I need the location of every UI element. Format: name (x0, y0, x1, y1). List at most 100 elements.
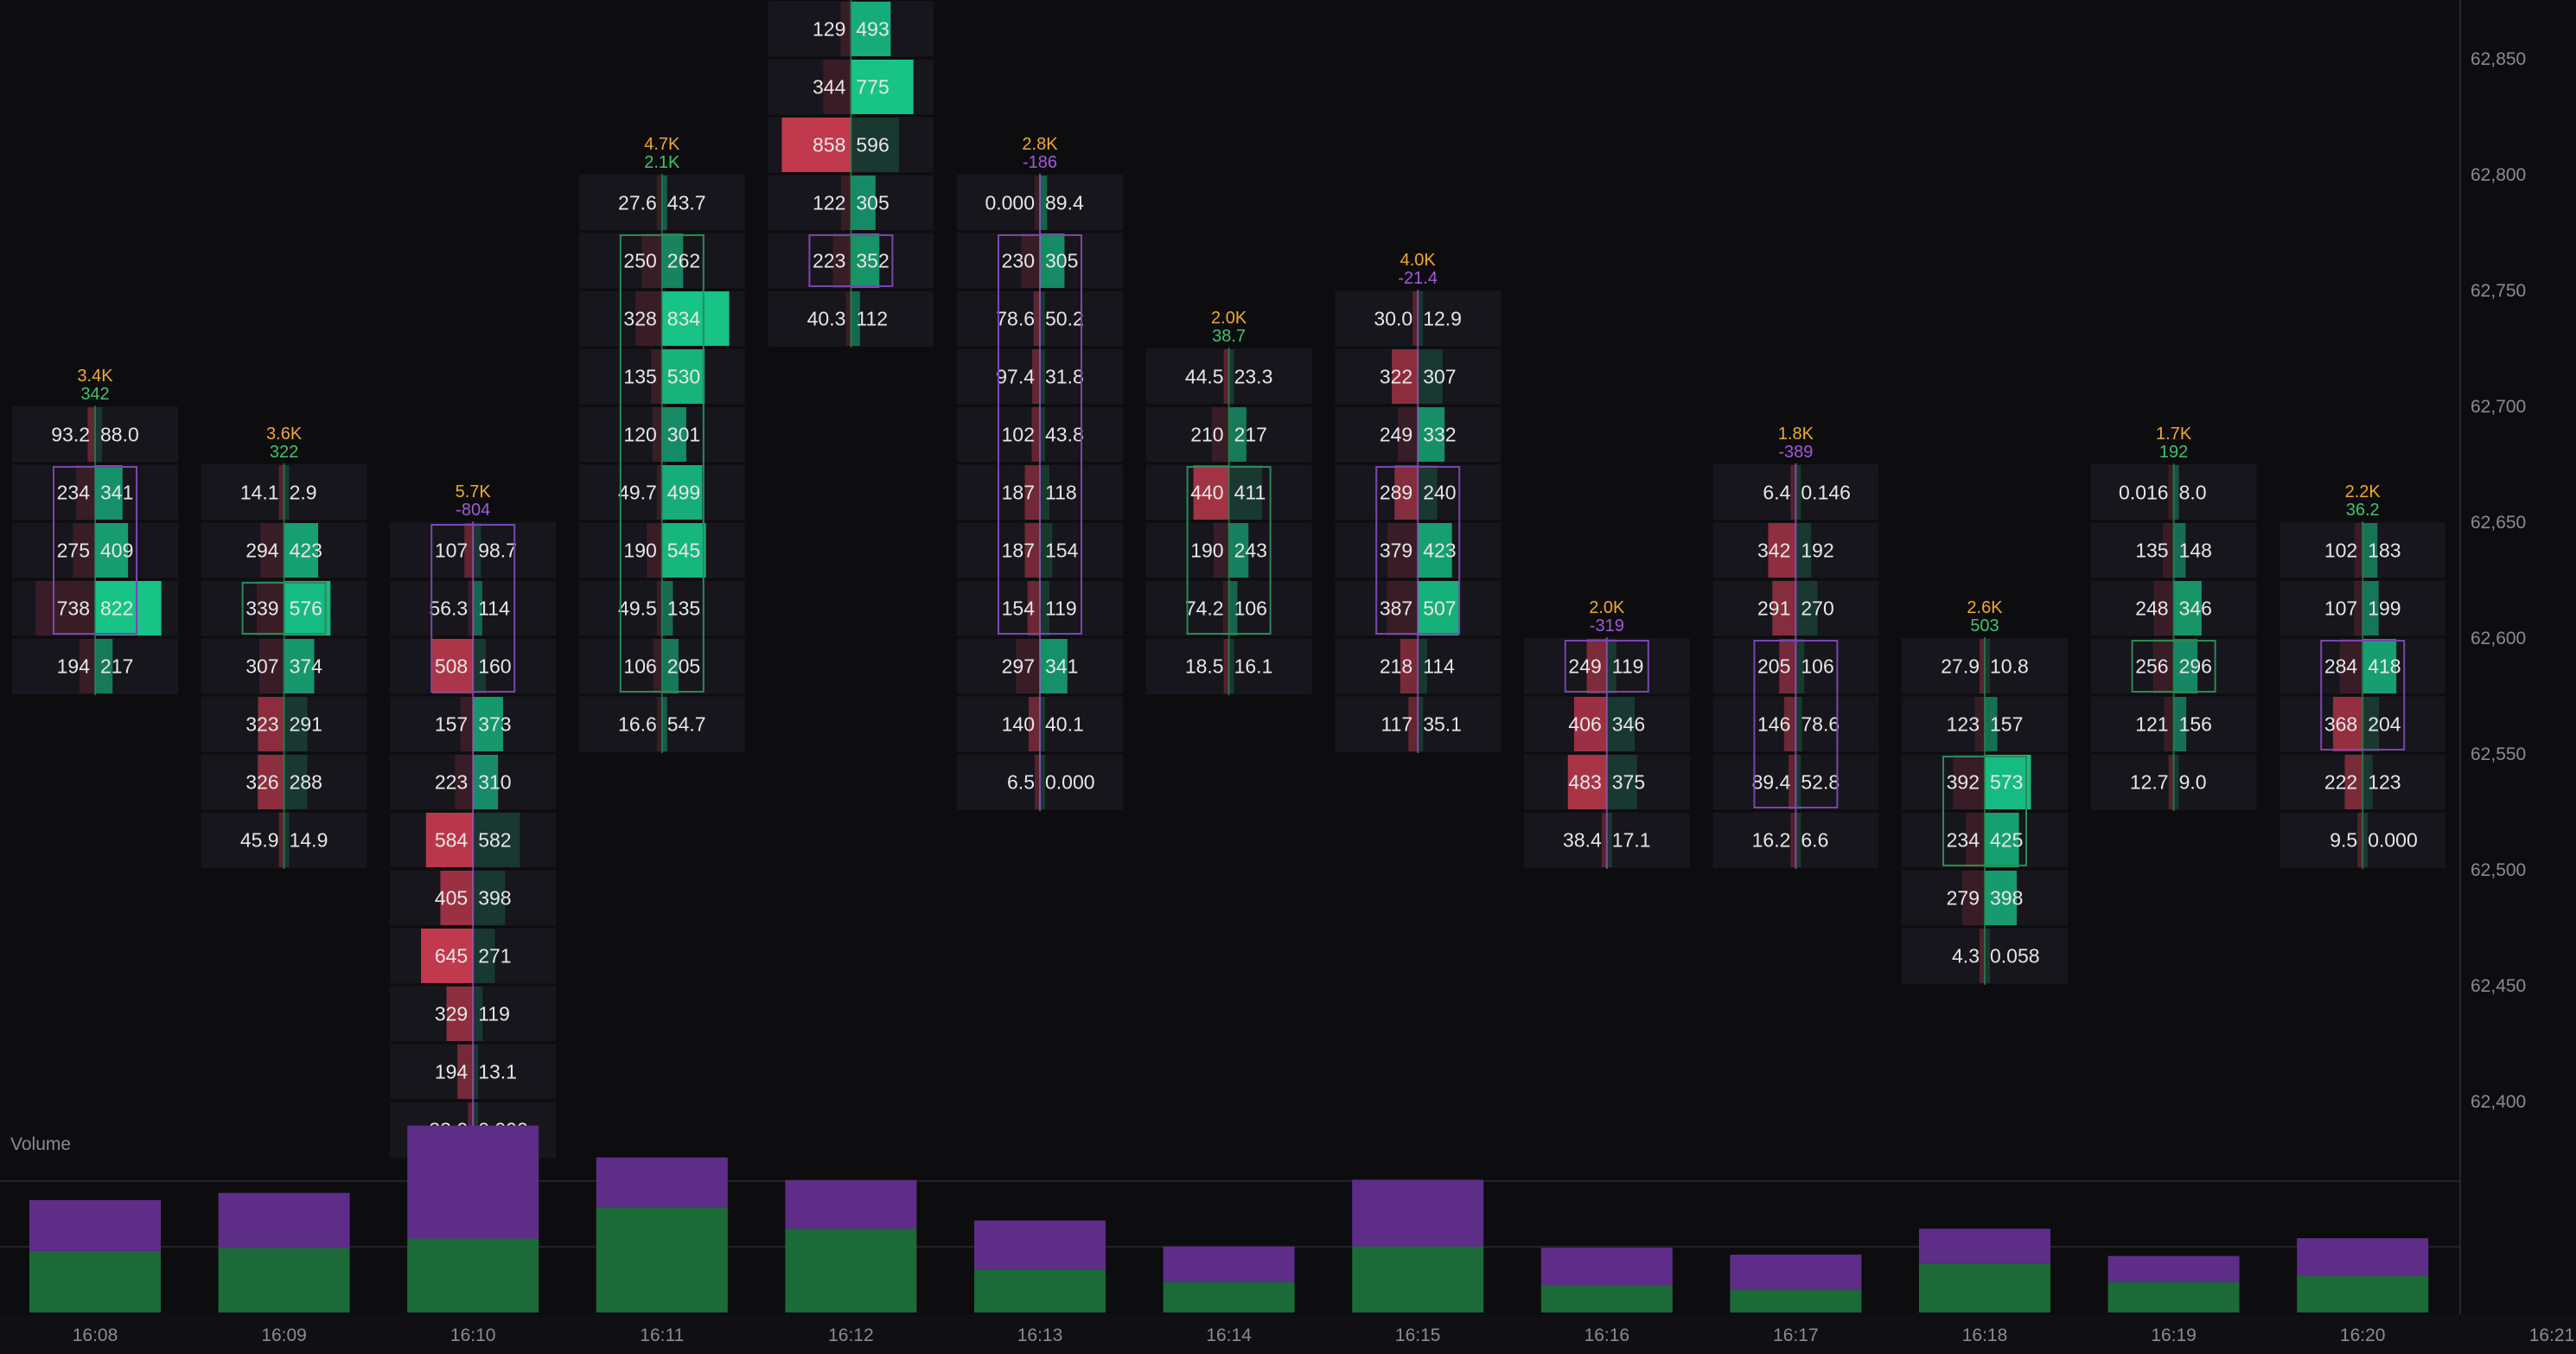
buy-volume-value: 88.0 (100, 424, 139, 446)
volume-bar-sell (974, 1220, 1106, 1270)
volume-pane: Volume4.0K2.0K (0, 1125, 2508, 1312)
sell-volume-value: 406 (1568, 713, 1601, 736)
buy-volume-value: 775 (856, 76, 889, 99)
sell-volume-value: 129 (813, 18, 845, 41)
buy-volume-value: 346 (2179, 597, 2212, 620)
sell-volume-value: 0.000 (985, 192, 1035, 214)
time-tick-label: 16:08 (73, 1325, 118, 1345)
footprint-bar-1620[interactable]: 102 183 107 199 284 418 368 204 222 123 9.5 0.000 2.… (2280, 482, 2446, 869)
buy-volume-value: 596 (856, 134, 889, 156)
buy-volume-bar (851, 291, 860, 346)
time-tick-label: 16:17 (1773, 1325, 1819, 1345)
buy-volume-value: 43.7 (667, 192, 706, 214)
time-axis[interactable]: 16:08 16:09 16:10 16:11 16:12 16:13 16:14 16:15… (0, 1314, 2576, 1354)
footprint-bar-1619[interactable]: 0.016 8.0 135 148 248 346 256 296 121 156 12.7 9.0 1… (2090, 425, 2257, 811)
buy-volume-bar (661, 349, 705, 404)
volume-bar-sell (2107, 1255, 2240, 1282)
volume-pane-title: Volume (10, 1134, 71, 1154)
sell-volume-value: 483 (1568, 771, 1601, 794)
buy-volume-bar (473, 581, 482, 635)
footprint-bar-1610[interactable]: 107 98.7 56.3 114 508 160 157 373 223 310 584 582 40… (390, 482, 557, 1159)
sell-volume-value: 344 (813, 76, 846, 99)
footprint-bar-1618[interactable]: 27.9 10.8 123 157 392 573 234 425 279 398 4.3 0.058… (1902, 598, 2068, 985)
price-tick-label: 62,650 (2471, 513, 2526, 533)
sell-volume-bar (1397, 407, 1419, 462)
buy-volume-bar (95, 639, 113, 693)
sell-volume-value: 49.7 (618, 482, 657, 504)
sell-volume-bar (460, 697, 474, 751)
footprint-bar-1609[interactable]: 14.1 2.9 294 423 339 576 307 374 323 291 326 288 45.… (201, 425, 367, 869)
sell-volume-bar (455, 755, 474, 809)
buy-volume-bar (473, 813, 520, 867)
sell-volume-bar (76, 465, 95, 520)
sell-volume-value: 135 (2135, 540, 2168, 562)
buy-volume-value: 106 (1234, 597, 1267, 620)
volume-bar-buy (2297, 1275, 2429, 1312)
buy-volume-bar (284, 639, 315, 693)
sell-volume-value: 16.2 (1752, 829, 1791, 852)
sell-volume-bar (2354, 523, 2363, 578)
price-tick-label: 62,400 (2471, 1092, 2526, 1112)
sell-volume-bar (1213, 523, 1229, 578)
price-axis[interactable]: 62,850 62,800 62,750 62,700 62,650 62,600 62,5… (2459, 0, 2576, 1354)
buy-volume-bar (1795, 465, 1801, 520)
volume-bar-buy (1919, 1263, 2050, 1312)
time-tick-label: 16:20 (2340, 1325, 2386, 1345)
buy-volume-bar (1418, 407, 1445, 462)
sell-volume-bar (1768, 523, 1796, 578)
sell-volume-bar (651, 349, 662, 404)
sell-volume-bar (1400, 639, 1419, 693)
buy-volume-bar (1985, 639, 1990, 693)
footprint-bar-1611[interactable]: 27.6 43.7 250 262 328 834 135 530 120 301 49.7 499 1… (578, 135, 745, 753)
footprint-bar-1613[interactable]: 0.000 89.4 230 305 78.6 50.2 97.4 31.8 102 43.8 18… (957, 135, 1123, 811)
sell-volume-bar (1035, 755, 1040, 809)
buy-volume-bar (1418, 523, 1452, 578)
footprint-bar-1616[interactable]: 249 119 406 346 483 375 38.4 17.1 2.0K-319 (1523, 598, 1690, 869)
footprint-bar-1612[interactable]: 129 493 344 775 858 596 122 305 223 352 40.3 112 (768, 0, 934, 348)
bar-delta: 503 (1970, 616, 1999, 635)
sell-volume-value: 508 (435, 655, 468, 678)
buy-volume-bar (1040, 407, 1045, 462)
value-area-box (2320, 640, 2406, 750)
sell-volume-bar (421, 929, 474, 983)
buy-volume-bar (661, 697, 667, 751)
time-tick-label: 16:15 (1395, 1325, 1441, 1345)
sell-volume-bar (258, 639, 284, 693)
sell-volume-value: 289 (1380, 482, 1412, 504)
buy-volume-value: 243 (1234, 540, 1267, 562)
buy-volume-value: 423 (1423, 540, 1456, 562)
volume-bar-sell (1730, 1255, 1862, 1290)
buy-volume-value: 0.146 (1801, 482, 1851, 504)
buy-volume-value: 582 (478, 829, 511, 852)
buy-volume-bar (1606, 813, 1612, 867)
sell-volume-value: 387 (1380, 597, 1412, 620)
value-area-box (808, 234, 894, 287)
buy-volume-value: 305 (856, 192, 889, 214)
sell-volume-value: 405 (435, 887, 468, 910)
buy-volume-bar (1040, 581, 1050, 635)
buy-volume-bar (1418, 291, 1424, 346)
value-area-box (1186, 466, 1272, 635)
value-area-box (1564, 640, 1649, 693)
buy-volume-bar (473, 755, 499, 809)
sell-volume-value: 123 (1947, 713, 1980, 736)
buy-volume-value: 9.0 (2179, 771, 2207, 794)
buy-volume-bar (1985, 871, 2018, 925)
buy-volume-value: 307 (1423, 366, 1456, 388)
buy-volume-value: 409 (100, 540, 133, 562)
sell-volume-value: 121 (2135, 713, 2168, 736)
footprint-bar-1614[interactable]: 44.5 23.3 210 217 440 411 190 243 74.2 106 18.5 16.… (1145, 309, 1312, 695)
bar-delta: -389 (1778, 443, 1813, 462)
footprint-bar-1615[interactable]: 30.0 12.9 322 307 249 332 289 240 379 423 387 507 21… (1335, 251, 1502, 753)
buy-volume-value: 13.1 (478, 1061, 517, 1083)
sell-volume-bar (73, 523, 95, 578)
sell-volume-value: 339 (245, 597, 278, 620)
buy-volume-bar (2173, 639, 2198, 693)
footprint-bar-1617[interactable]: 6.4 0.146 342 192 291 270 205 106 146 78.6 89.4 52.… (1712, 425, 1879, 869)
buy-volume-value: 576 (290, 597, 322, 620)
sell-volume-bar (2163, 523, 2174, 578)
sell-volume-bar (2152, 639, 2174, 693)
sell-volume-bar (1028, 697, 1040, 751)
